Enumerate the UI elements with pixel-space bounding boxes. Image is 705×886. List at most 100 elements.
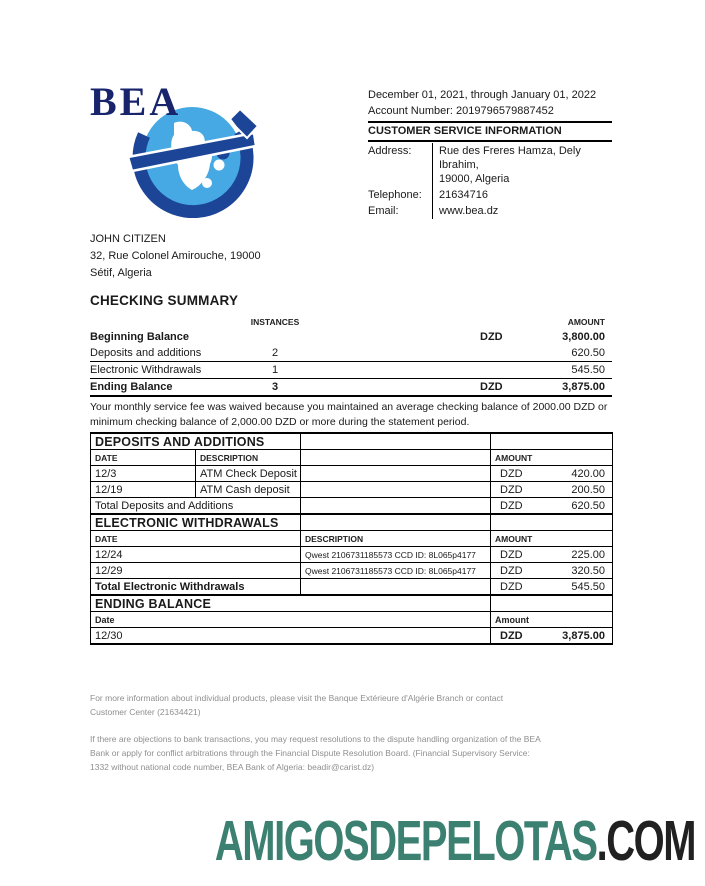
deposits-header-row: DATE DESCRIPTION AMOUNT — [90, 449, 613, 466]
account-number: Account Number: 2019796579887452 — [368, 105, 554, 117]
customer-service-title: CUSTOMER SERVICE INFORMATION — [368, 121, 612, 142]
csi-address-row: Address: Rue des Freres Hamza, Dely Ibra… — [368, 143, 612, 187]
footer-notes: For more information about individual pr… — [90, 691, 542, 774]
withdrawals-total-row: Total Electronic Withdrawals DZD 545.50 — [90, 578, 613, 596]
table-row: Deposits and additions 2 620.50 — [90, 345, 612, 362]
note-line1: Your monthly service fee was waived beca… — [90, 401, 608, 413]
deposit-description: ATM Check Deposit — [195, 465, 301, 482]
note-line2: minimum checking balance of 2,000.00 DZD… — [90, 415, 470, 428]
deposits-total-row: Total Deposits and Additions DZD 620.50 — [90, 497, 613, 515]
amount: 620.50 — [571, 499, 605, 512]
watermark-tld: .COM — [596, 809, 696, 873]
withdrawal-amount-cell: DZD 225.00 — [490, 546, 613, 563]
currency: DZD — [500, 548, 523, 561]
col-amount: Amount — [490, 611, 613, 628]
currency: DZD — [500, 629, 523, 642]
empty-cell — [300, 481, 491, 498]
telephone-label: Telephone: — [368, 189, 422, 201]
table-row: 12/19 ATM Cash deposit DZD 200.50 — [90, 481, 613, 498]
currency: DZD — [500, 564, 523, 577]
deposit-amount-cell: DZD 420.00 — [490, 465, 613, 482]
amount: 200.50 — [571, 483, 605, 496]
ending-balance-amount-cell: DZD 3,875.00 — [490, 627, 613, 645]
bank-address-line2: 19000, Algeria — [439, 173, 510, 185]
summary-instances: 3 — [271, 381, 279, 393]
deposits-total-amount-cell: DZD 620.50 — [490, 497, 613, 515]
summary-instances: 1 — [271, 364, 279, 376]
footer-dispute-paragraph: If there are objections to bank transact… — [90, 734, 541, 772]
withdrawal-description: Qwest 2106731185573 CCD ID: 8L065p4177 — [300, 562, 491, 579]
withdrawal-amount-cell: DZD 320.50 — [490, 562, 613, 579]
col-description: DESCRIPTION — [195, 449, 301, 466]
summary-label: Deposits and additions — [90, 347, 202, 359]
withdrawals-total-label: Total Electronic Withdrawals — [90, 578, 301, 596]
ending-balance-header-row: Date Amount — [90, 611, 613, 628]
withdrawals-title-row: ELECTRONIC WITHDRAWALS — [90, 513, 613, 531]
customer-address-block: JOHN CITIZEN 32, Rue Colonel Amirouche, … — [90, 231, 612, 282]
withdrawal-date: 12/29 — [90, 562, 301, 579]
address-label: Address: — [368, 145, 412, 157]
deposit-amount-cell: DZD 200.50 — [490, 481, 613, 498]
deposit-date: 12/3 — [90, 465, 196, 482]
col-date: DATE — [90, 449, 196, 466]
empty-cell — [300, 513, 491, 531]
summary-col-instances: INSTANCES — [250, 317, 300, 327]
withdrawals-section-title: ELECTRONIC WITHDRAWALS — [90, 513, 301, 531]
empty-cell — [300, 449, 491, 466]
ending-balance-date: 12/30 — [90, 627, 491, 645]
statement-page: BEA December 01, 2021, through January 0… — [90, 79, 613, 774]
empty-cell — [490, 513, 613, 531]
deposit-description: ATM Cash deposit — [195, 481, 301, 498]
currency: DZD — [500, 499, 523, 512]
currency: DZD — [500, 483, 523, 496]
summary-instances: 2 — [271, 347, 279, 359]
amount: 3,875.00 — [562, 629, 605, 642]
col-description: DESCRIPTION — [300, 530, 491, 547]
summary-amount: 3,875.00 — [562, 381, 605, 393]
email-value: www.bea.dz — [432, 203, 612, 219]
telephone-value: 21634716 — [432, 187, 612, 203]
globe-icon — [126, 107, 260, 218]
summary-amount: 620.50 — [571, 347, 605, 359]
csi-email-row: Email: www.bea.dz — [368, 203, 612, 219]
currency: DZD — [500, 580, 523, 593]
withdrawal-date: 12/24 — [90, 546, 301, 563]
customer-name: JOHN CITIZEN — [90, 233, 166, 245]
bea-logo-text: BEA — [90, 79, 182, 124]
table-row: 12/3 ATM Check Deposit DZD 420.00 — [90, 465, 613, 482]
statement-header: BEA December 01, 2021, through January 0… — [90, 79, 612, 230]
summary-label: Beginning Balance — [90, 331, 190, 343]
withdrawals-total-amount-cell: DZD 545.50 — [490, 578, 613, 596]
summary-amount: 545.50 — [571, 364, 605, 376]
transactions-table: DEPOSITS AND ADDITIONS DATE DESCRIPTION … — [90, 432, 613, 645]
customer-address-line1: 32, Rue Colonel Amirouche, 19000 — [90, 250, 261, 262]
amount: 545.50 — [571, 580, 605, 593]
empty-cell — [300, 497, 491, 515]
table-row: Ending Balance 3 DZD 3,875.00 — [90, 379, 612, 397]
watermark-name: AMIGOSDEPELOTAS — [214, 809, 598, 873]
summary-currency: DZD — [480, 331, 503, 343]
ending-balance-section-title: ENDING BALANCE — [90, 594, 491, 612]
address-value: Rue des Freres Hamza, Dely Ibrahim, 1900… — [432, 143, 612, 187]
checking-summary-table: INSTANCES AMOUNT Beginning Balance DZD 3… — [90, 315, 612, 397]
empty-cell — [300, 432, 491, 450]
table-row: 12/30 DZD 3,875.00 — [90, 627, 613, 645]
bank-address-line1: Rue des Freres Hamza, Dely Ibrahim, — [439, 145, 581, 171]
ending-balance-title-row: ENDING BALANCE — [90, 594, 613, 612]
empty-cell — [490, 432, 613, 450]
deposit-date: 12/19 — [90, 481, 196, 498]
statement-period: December 01, 2021, through January 01, 2… — [368, 89, 597, 101]
withdrawals-header-row: DATE DESCRIPTION AMOUNT — [90, 530, 613, 547]
deposits-title-row: DEPOSITS AND ADDITIONS — [90, 432, 613, 450]
bea-logo: BEA — [90, 79, 368, 230]
summary-col-amount: AMOUNT — [567, 317, 605, 327]
email-label: Email: — [368, 205, 399, 217]
table-row: Beginning Balance DZD 3,800.00 — [90, 329, 612, 345]
table-row: Electronic Withdrawals 1 545.50 — [90, 362, 612, 379]
summary-label: Electronic Withdrawals — [90, 364, 202, 376]
table-row: 12/24 Qwest 2106731185573 CCD ID: 8L065p… — [90, 546, 613, 563]
summary-label: Ending Balance — [90, 381, 173, 393]
col-date: Date — [90, 611, 491, 628]
deposits-total-label: Total Deposits and Additions — [90, 497, 301, 515]
customer-service-info: December 01, 2021, through January 01, 2… — [368, 88, 612, 219]
